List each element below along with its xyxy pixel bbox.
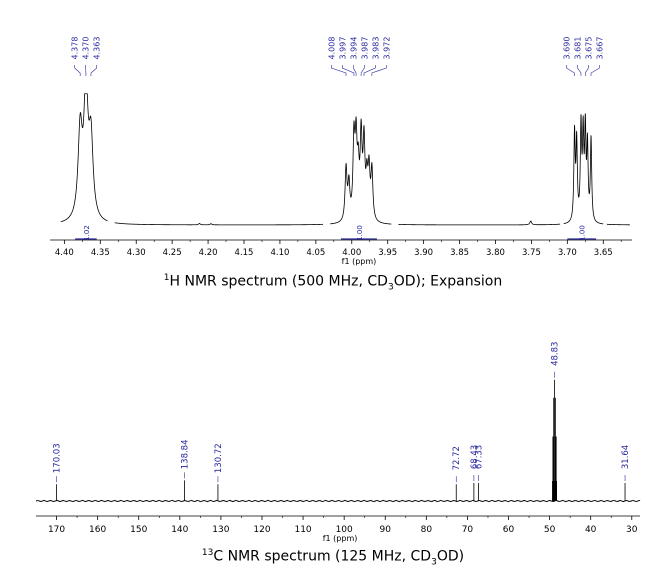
h1-x-ticks: 4.40 4.35 4.30 4.25 4.20 4.15 4.10 4.05 4.00 3.95… xyxy=(55,240,622,258)
h1-integral-label: 1.00 xyxy=(356,225,364,241)
h1-peak-label: 3.983 xyxy=(371,37,380,60)
h1-tick-label: 4.40 xyxy=(55,248,74,258)
h1-tick-label: 3.85 xyxy=(450,248,469,258)
h1-peak-label: 4.370 xyxy=(82,37,91,60)
h1-tick-label: 4.15 xyxy=(235,248,254,258)
c13-caption-text-end: OD) xyxy=(436,548,465,565)
h1-caption-text-end: OD); Expansion xyxy=(393,273,503,290)
h1-peak-label: 4.363 xyxy=(93,37,102,60)
c13-tick-label: 110 xyxy=(294,525,311,535)
h1-tick-label: 3.90 xyxy=(414,248,433,258)
h1-peak-connector xyxy=(590,65,600,76)
h1-tick-label: 4.00 xyxy=(342,248,361,258)
c13-tick-label: 120 xyxy=(253,525,270,535)
c13-peak-label: 31.64 xyxy=(621,445,631,469)
c13-tick-label: 100 xyxy=(336,525,353,535)
h1-peak-connector xyxy=(331,65,347,76)
c13-tick-label: 150 xyxy=(130,525,147,535)
c13-caption: 13C NMR spectrum (125 MHz, CD3OD) xyxy=(0,548,666,567)
c13-peak-label: 48.83 xyxy=(550,342,560,366)
c13-tick-label: 40 xyxy=(585,525,597,535)
h1-peak-label: 4.378 xyxy=(71,37,80,60)
h1-tick-label: 3.75 xyxy=(522,248,541,258)
c13-x-axis-title: f1 (ppm) xyxy=(323,534,358,543)
c13-tick-label: 60 xyxy=(503,525,515,535)
h1-tick-label: 3.65 xyxy=(594,248,613,258)
h1-peak-label: 3.690 xyxy=(562,37,571,60)
h1-peak-label: 3.997 xyxy=(338,37,347,60)
h1-peak-label: 3.972 xyxy=(382,37,391,60)
c13-caption-text: C NMR spectrum (125 MHz, CD xyxy=(213,548,432,565)
c13-peak-label: 68.43 xyxy=(470,445,480,469)
h1-integral-label: 1.00 xyxy=(579,225,587,241)
c13-peak-label: 72.72 xyxy=(452,446,462,470)
h1-peak-connector xyxy=(371,65,387,76)
c13-spectrum-line xyxy=(35,379,641,503)
c13-peak-label: 67.33 xyxy=(474,445,484,469)
h1-peak-label: 3.987 xyxy=(360,37,369,60)
h1-caption-text: H NMR spectrum (500 MHz, CD xyxy=(169,273,388,290)
c13-tick-label: 160 xyxy=(89,525,106,535)
h1-peak-labels: 4.378 4.370 4.363 4.008 3.997 3.994 3.987 3.983… xyxy=(71,37,604,76)
c13-x-ticks: 170 160 150 140 130 120 110 100 90 80 70 60 50 40 30 xyxy=(48,516,638,535)
c13-caption-isotope: 13 xyxy=(201,548,214,558)
h1-integrals: 1.02 1.00 1.00 xyxy=(75,225,597,241)
h1-spectrum-line xyxy=(60,93,630,226)
h1-integral-label: 1.02 xyxy=(83,225,91,241)
h1-tick-label: 4.10 xyxy=(270,248,289,258)
c13-tick-label: 90 xyxy=(380,525,392,535)
h1-peak-label: 3.681 xyxy=(573,37,582,60)
h1-tick-label: 4.25 xyxy=(163,248,182,258)
h1-peak-connector xyxy=(360,65,365,76)
h1-peak-label: 4.008 xyxy=(327,37,336,60)
h1-tick-label: 3.80 xyxy=(486,248,505,258)
h1-tick-label: 3.70 xyxy=(558,248,577,258)
h1-tick-label: 4.20 xyxy=(199,248,218,258)
c13-peak-label: 138.84 xyxy=(181,439,191,469)
h1-peak-label: 3.994 xyxy=(349,37,358,60)
h1-x-axis-title: f1 (ppm) xyxy=(342,257,377,266)
c13-peak-label: 170.03 xyxy=(52,443,62,473)
c13-solvent-peak-base xyxy=(552,481,558,501)
c13-tick-label: 80 xyxy=(421,525,433,535)
h1-peak-connector xyxy=(353,65,357,76)
h1-peak-label: 3.675 xyxy=(584,37,593,60)
h1-caption-isotope: 1 xyxy=(163,273,170,283)
h1-peak-connector xyxy=(584,65,589,76)
c13-tick-label: 130 xyxy=(212,525,229,535)
c13-tick-label: 70 xyxy=(462,525,474,535)
c13-tick-label: 50 xyxy=(544,525,556,535)
h1-peak-connector xyxy=(363,65,376,76)
h1-peak-label: 3.667 xyxy=(595,37,604,60)
c13-caption-subscript: 3 xyxy=(431,557,437,568)
c13-tick-label: 170 xyxy=(48,525,65,535)
h1-caption: 1H NMR spectrum (500 MHz, CD3OD); Expans… xyxy=(0,273,666,292)
h1-tick-label: 4.35 xyxy=(91,248,110,258)
c13-tick-label: 140 xyxy=(171,525,188,535)
h1-caption-subscript: 3 xyxy=(387,282,394,293)
c13-peak-label: 130.72 xyxy=(214,443,224,473)
h1-peak-connector xyxy=(342,65,355,76)
c13-tick-label: 30 xyxy=(626,525,638,535)
h1-nmr-panel: 4.378 4.370 4.363 4.008 3.997 3.994 3.987 3.983… xyxy=(50,37,632,266)
h1-peak-connector xyxy=(566,65,575,76)
h1-tick-label: 4.05 xyxy=(306,248,325,258)
h1-tick-label: 3.95 xyxy=(378,248,397,258)
h1-peak-connector xyxy=(90,65,97,76)
h1-peak-connector xyxy=(74,65,81,76)
h1-tick-label: 4.30 xyxy=(127,248,146,258)
h1-peak-connector xyxy=(577,65,582,76)
